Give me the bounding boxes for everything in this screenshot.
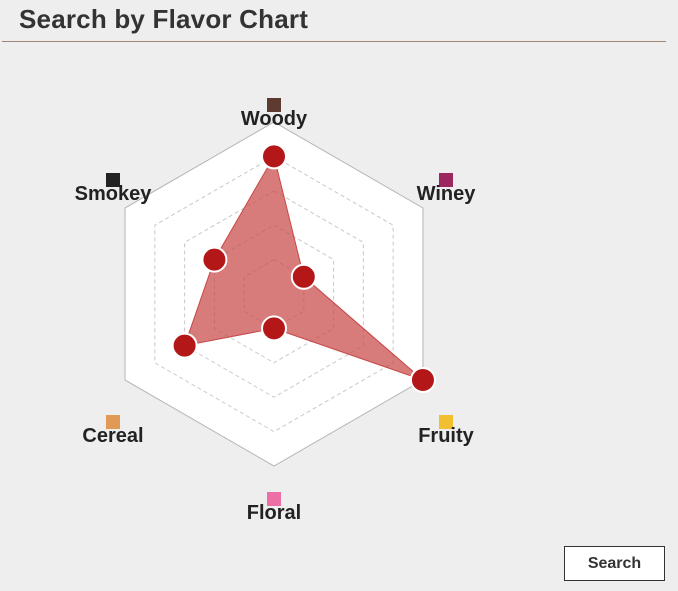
radar-point-fruity — [409, 367, 436, 393]
radar-point-winey — [290, 263, 317, 290]
page-title: Search by Flavor Chart — [19, 4, 309, 34]
radar-grid-ring — [184, 190, 364, 398]
radar-point-floral — [261, 315, 287, 342]
axis-label-cereal[interactable]: Cereal — [82, 425, 144, 447]
swatch-fruity — [439, 415, 453, 429]
axis-label-fruity[interactable]: Fruity — [418, 425, 474, 447]
swatch-woody — [267, 98, 281, 112]
search-button[interactable]: Search — [564, 546, 665, 581]
title-divider — [2, 41, 666, 42]
swatch-smokey — [106, 173, 120, 187]
axis-label-winey[interactable]: Winey — [416, 183, 476, 205]
radar-point-cereal — [171, 332, 198, 359]
axis-label-floral[interactable]: Floral — [246, 502, 302, 524]
axis-label-woody[interactable]: Woody — [240, 108, 308, 130]
swatch-cereal — [106, 415, 120, 429]
swatch-floral — [267, 492, 281, 506]
axis-label-smokey[interactable]: Smokey — [74, 183, 152, 205]
radar-point-smokey — [201, 246, 228, 273]
swatch-winey — [439, 173, 453, 187]
radar-grid-ring — [154, 155, 394, 433]
radar-point-woody — [261, 143, 287, 170]
